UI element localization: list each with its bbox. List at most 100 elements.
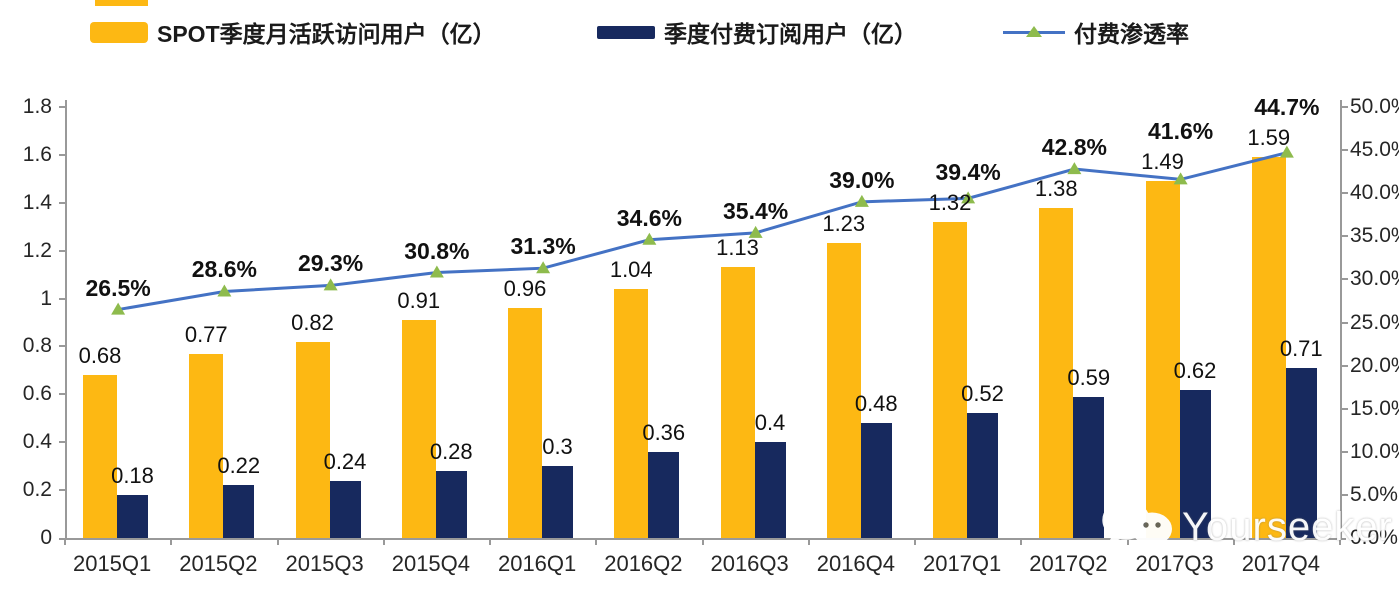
legend-label-penetration: 付费渗透率 (1074, 21, 1189, 47)
bar-subscribers-2016Q3 (754, 442, 786, 538)
bar-label-mau-2016Q1: 0.96 (503, 276, 547, 302)
bar-label-subscribers-2016Q4: 0.48 (854, 391, 898, 417)
penetration-line-path (117, 151, 1288, 312)
penetration-marker-2016Q4 (854, 194, 869, 207)
watermark: Yourseeker (1100, 497, 1393, 557)
bar-label-mau-2017Q1: 1.32 (928, 189, 972, 215)
penetration-label-2017Q2: 42.8% (1041, 134, 1107, 161)
bar-subscribers-2016Q4 (860, 423, 892, 538)
bar-subscribers-2015Q2 (223, 485, 255, 538)
bar-subscribers-2017Q2 (1073, 396, 1105, 538)
left-axis-tick (59, 393, 65, 396)
bar-label-subscribers-2015Q4: 0.28 (429, 438, 473, 464)
right-axis-tick (1342, 450, 1348, 453)
bottom-axis-tick (1339, 538, 1341, 545)
bottom-axis-tick (276, 538, 279, 545)
bar-mau-2015Q3 (295, 341, 330, 538)
right-axis-tick-label: 5.0% (1350, 482, 1398, 506)
penetration-marker-2015Q4 (429, 265, 444, 278)
bar-subscribers-2017Q4 (1285, 367, 1317, 538)
left-axis-tick-label: 0.6 (22, 382, 52, 406)
penetration-line-swatch (1003, 25, 1065, 37)
penetration-label-2016Q3: 35.4% (723, 197, 789, 224)
right-axis-tick (1342, 407, 1348, 410)
right-axis-tick-label: 20.0% (1350, 353, 1399, 377)
left-axis-tick-label: 1.6 (22, 142, 52, 166)
bottom-axis-tick (1020, 538, 1023, 545)
bar-label-subscribers-2016Q3: 0.4 (754, 410, 786, 436)
right-axis-tick-label: 25.0% (1350, 310, 1399, 334)
bar-mau-2015Q2 (189, 353, 224, 538)
bar-subscribers-2015Q4 (435, 470, 467, 538)
right-axis-tick (1342, 321, 1348, 324)
penetration-marker-2016Q2 (642, 232, 657, 245)
bar-label-mau-2016Q3: 1.13 (716, 235, 759, 261)
left-axis-tick (59, 345, 65, 348)
right-axis-tick (1342, 192, 1348, 195)
right-axis-tick-label: 50.0% (1350, 95, 1399, 118)
bar-label-subscribers-2016Q2: 0.36 (642, 419, 686, 445)
x-axis-label-2016Q1: 2016Q1 (497, 551, 577, 576)
left-axis-tick-label: 0.4 (22, 430, 52, 454)
left-axis-tick-label: 1.4 (22, 190, 52, 214)
bar-mau-2016Q1 (508, 308, 542, 538)
bar-label-mau-2016Q2: 1.04 (609, 256, 653, 282)
x-axis-label-2016Q3: 2016Q3 (710, 551, 789, 576)
legend-item-mau: SPOT季度月活跃访问用户（亿） (90, 16, 496, 48)
legend-item-subscribers: 季度付费订阅用户（亿） (597, 16, 917, 48)
legend-label-subscribers: 季度付费订阅用户（亿） (664, 21, 917, 47)
bar-label-subscribers-2015Q3: 0.24 (323, 448, 367, 474)
bottom-axis-tick (64, 538, 66, 545)
left-axis-tick-label: 1 (40, 286, 52, 310)
left-axis-line (65, 100, 67, 538)
mau-bar-swatch (90, 21, 148, 43)
right-axis-tick-label: 15.0% (1350, 396, 1399, 420)
subscribers-bar-swatch (597, 25, 655, 39)
left-axis-tick-label: 1.2 (22, 238, 52, 262)
bottom-axis-tick (807, 538, 810, 545)
bar-subscribers-2015Q1 (117, 494, 148, 538)
penetration-marker-2015Q1 (111, 302, 126, 315)
penetration-marker-2015Q2 (217, 284, 232, 297)
bar-label-mau-2017Q2: 1.38 (1034, 175, 1078, 201)
x-axis-label-2015Q3: 2015Q3 (285, 551, 364, 576)
triangle-marker-icon (1026, 25, 1042, 37)
left-axis-tick-label: 0.2 (22, 478, 52, 502)
penetration-label-2015Q3: 29.3% (298, 250, 364, 277)
left-axis-tick (59, 297, 65, 300)
left-axis-tick (59, 106, 65, 108)
bar-label-mau-2015Q1: 0.68 (78, 343, 122, 369)
bar-label-mau-2015Q2: 0.77 (184, 321, 228, 347)
bottom-axis-tick (489, 538, 491, 545)
left-axis-tick-label: 0.8 (22, 334, 52, 358)
penetration-marker-2015Q3 (323, 278, 338, 291)
penetration-marker-2017Q2 (1067, 162, 1082, 175)
penetration-label-2016Q2: 34.6% (616, 204, 682, 231)
bar-subscribers-2016Q2 (648, 451, 680, 538)
right-axis-tick (1342, 235, 1348, 238)
x-axis-label-2017Q2: 2017Q2 (1029, 551, 1108, 576)
right-axis-tick-label: 40.0% (1350, 181, 1399, 205)
bar-label-subscribers-2017Q1: 0.52 (961, 381, 1004, 407)
left-axis-tick (59, 153, 65, 156)
penetration-label-2016Q4: 39.0% (829, 166, 895, 193)
bar-subscribers-2017Q1 (967, 413, 998, 538)
x-axis-label-2017Q4: 2017Q4 (1241, 551, 1321, 576)
right-axis-tick (1342, 106, 1348, 108)
bottom-axis-tick (1232, 538, 1235, 545)
penetration-label-2016Q1: 31.3% (510, 233, 576, 260)
bar-label-mau-2016Q4: 1.23 (822, 211, 866, 237)
x-axis-label-2016Q2: 2016Q2 (604, 551, 683, 576)
bar-label-mau-2017Q3: 1.49 (1141, 149, 1184, 175)
bottom-axis-tick (701, 538, 704, 545)
bar-label-subscribers-2015Q1: 0.18 (111, 462, 154, 488)
x-axis-label-2015Q1: 2015Q1 (72, 551, 152, 576)
bottom-axis-tick (170, 538, 173, 545)
bar-mau-2017Q1 (933, 221, 967, 538)
bar-label-subscribers-2017Q4: 0.71 (1279, 335, 1323, 361)
left-axis-tick (59, 249, 65, 252)
bar-mau-2016Q3 (720, 267, 755, 538)
right-axis-tick-label: 0.0% (1350, 526, 1398, 549)
bar-mau-2015Q1 (83, 375, 117, 538)
legend-item-penetration: 付费渗透率 (1003, 16, 1189, 48)
